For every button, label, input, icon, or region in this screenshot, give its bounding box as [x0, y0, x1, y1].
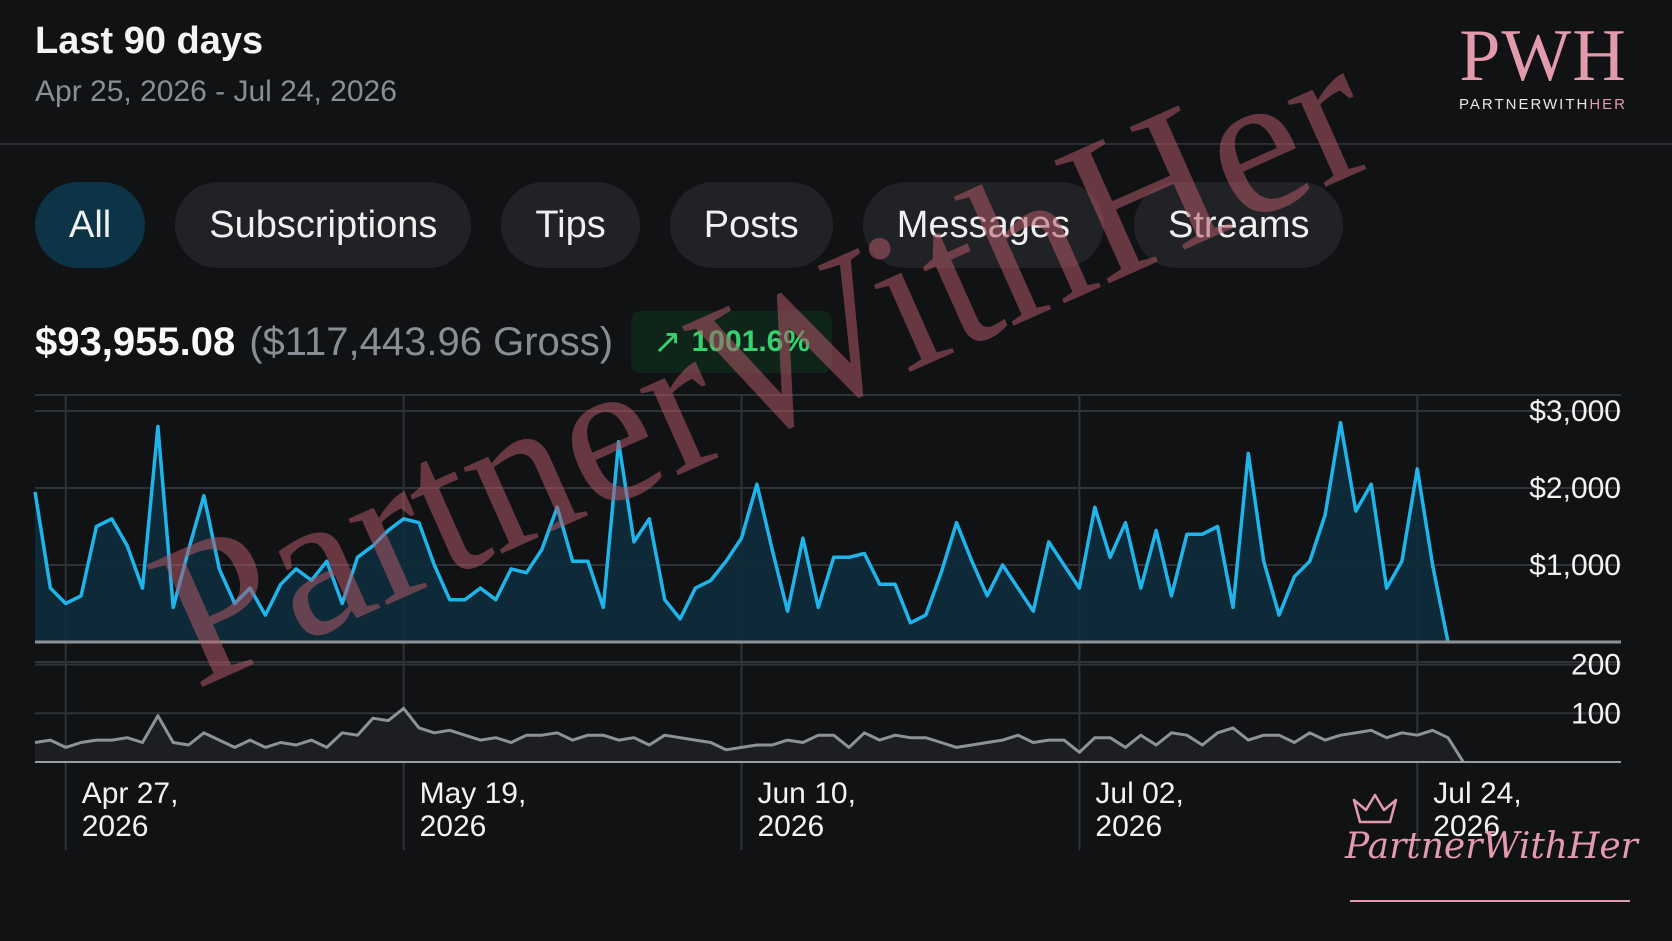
tab-messages[interactable]: Messages	[862, 182, 1104, 268]
count-y-tick-label: 200	[1571, 649, 1621, 682]
logo-monogram: PWH	[1459, 15, 1627, 97]
tab-posts[interactable]: Posts	[669, 182, 833, 268]
x-tick-label: May 19,	[420, 777, 527, 810]
logo-wordmark: PARTNERWITHHER	[1458, 96, 1628, 113]
earnings-summary: $93,955.08 ($117,443.96 Gross) ↗ 1001.6%	[35, 311, 833, 373]
earnings-y-tick-label: $3,000	[1529, 395, 1621, 428]
signature-logo: PartnerWithHer	[1345, 826, 1638, 867]
logo-word-main: PARTNERWITH	[1458, 96, 1590, 113]
earnings-line	[33, 420, 1450, 643]
change-percent: 1001.6%	[691, 325, 811, 358]
gross-earnings: ($117,443.96 Gross)	[249, 319, 614, 364]
earnings-y-tick-label: $1,000	[1529, 549, 1621, 582]
brand-logo: PWH PARTNERWITHHER	[1458, 18, 1628, 113]
tab-tips[interactable]: Tips	[501, 182, 640, 268]
signature-underline	[1350, 900, 1630, 902]
x-tick-label: 2026	[1095, 810, 1162, 843]
earnings-y-tick-label: $2,000	[1529, 472, 1621, 505]
change-badge: ↗ 1001.6%	[631, 311, 833, 373]
earnings-area	[35, 422, 1448, 642]
page-title: Last 90 days	[35, 20, 264, 62]
count-area	[35, 708, 1464, 762]
x-tick-label: Jul 02,	[1095, 777, 1183, 810]
count-line	[34, 706, 1465, 763]
header: Last 90 days Apr 25, 2026 - Jul 24, 2026…	[0, 0, 1672, 145]
count-y-tick-label: 100	[1571, 697, 1621, 730]
net-earnings: $93,955.08	[35, 319, 236, 364]
x-tick-label: 2026	[1433, 810, 1500, 843]
x-tick-label: Jul 24,	[1433, 777, 1521, 810]
x-tick-label: 2026	[758, 810, 825, 843]
tab-all[interactable]: All	[35, 182, 146, 268]
x-tick-label: 2026	[82, 810, 149, 843]
x-tick-label: 2026	[420, 810, 487, 843]
tab-subscriptions[interactable]: Subscriptions	[175, 182, 472, 268]
category-tabs: All Subscriptions Tips Posts Messages St…	[35, 182, 1344, 268]
logo-word-accent: HER	[1589, 96, 1627, 113]
date-range: Apr 25, 2026 - Jul 24, 2026	[35, 75, 397, 108]
x-tick-label: Apr 27,	[82, 777, 179, 810]
trend-up-arrow-icon: ↗	[653, 323, 682, 361]
x-tick-label: Jun 10,	[758, 777, 856, 810]
crown-icon	[1352, 793, 1398, 824]
tab-streams[interactable]: Streams	[1134, 182, 1344, 268]
